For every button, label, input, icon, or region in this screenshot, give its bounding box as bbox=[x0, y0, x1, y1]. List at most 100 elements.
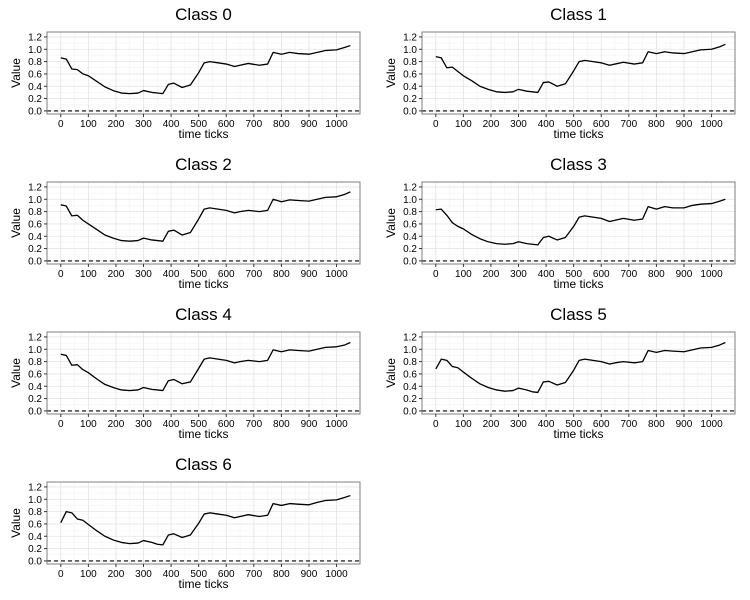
panel-title: Class 0 bbox=[175, 5, 232, 24]
y-tick-label: 1.0 bbox=[28, 195, 42, 206]
x-tick-label: 1000 bbox=[700, 419, 723, 430]
y-tick-label: 0.8 bbox=[403, 357, 417, 368]
series-line bbox=[435, 341, 726, 394]
chart-panel-0: Class 0 0.00.20.4 0.60.81.0 1.2 0 100 200 300 40… bbox=[9, 5, 361, 141]
x-tick-label: 500 bbox=[565, 269, 582, 280]
plot-background bbox=[47, 182, 360, 264]
y-tick-label: 0.0 bbox=[28, 106, 42, 117]
y-tick-label: 1.0 bbox=[403, 45, 417, 56]
x-tick-label: 1000 bbox=[325, 419, 348, 430]
y-tick-label: 1.0 bbox=[28, 45, 42, 56]
y-tick-label: 1.2 bbox=[28, 32, 42, 43]
y-tick-label: 0.0 bbox=[28, 406, 42, 417]
y-tick-label: 1.2 bbox=[403, 332, 417, 343]
panel-title: Class 2 bbox=[175, 155, 232, 174]
x-tick-label: 500 bbox=[190, 119, 207, 130]
y-tick-label: 0.2 bbox=[403, 244, 417, 255]
x-axis-label: time ticks bbox=[553, 127, 603, 141]
x-tick-label: 900 bbox=[676, 269, 693, 280]
x-tick-label: 500 bbox=[190, 269, 207, 280]
x-tick-label: 400 bbox=[538, 119, 555, 130]
x-tick-label: 300 bbox=[510, 119, 527, 130]
x-tick-label: 500 bbox=[565, 419, 582, 430]
plot-background bbox=[47, 32, 360, 114]
x-tick-label: 0 bbox=[58, 119, 64, 130]
x-tick-label: 1000 bbox=[325, 269, 348, 280]
y-tick-label: 0.8 bbox=[28, 57, 42, 68]
y-tick-label: 1.2 bbox=[28, 332, 42, 343]
x-axis-label: time ticks bbox=[178, 277, 228, 291]
x-tick-label: 200 bbox=[108, 419, 125, 430]
y-tick-label: 1.0 bbox=[403, 345, 417, 356]
y-tick-label: 1.2 bbox=[28, 482, 42, 493]
x-tick-label: 900 bbox=[676, 419, 693, 430]
y-tick-label: 0.0 bbox=[403, 406, 417, 417]
y-tick-label: 0.4 bbox=[28, 82, 42, 93]
x-tick-label: 0 bbox=[433, 269, 439, 280]
x-axis-label: time ticks bbox=[178, 127, 228, 141]
x-tick-label: 500 bbox=[565, 119, 582, 130]
x-tick-label: 600 bbox=[218, 269, 235, 280]
plot-background bbox=[422, 32, 735, 114]
y-tick-label: 0.4 bbox=[28, 532, 42, 543]
x-tick-label: 0 bbox=[58, 419, 64, 430]
y-tick-label: 0.2 bbox=[403, 94, 417, 105]
x-tick-label: 200 bbox=[108, 119, 125, 130]
y-tick-label: 0.8 bbox=[28, 357, 42, 368]
x-tick-label: 700 bbox=[245, 569, 262, 580]
x-tick-label: 500 bbox=[190, 569, 207, 580]
x-tick-label: 1000 bbox=[700, 269, 723, 280]
x-tick-label: 400 bbox=[538, 269, 555, 280]
x-tick-label: 600 bbox=[593, 119, 610, 130]
series-line bbox=[60, 191, 351, 242]
y-tick-label: 0.6 bbox=[28, 219, 42, 230]
y-tick-label: 0.2 bbox=[28, 394, 42, 405]
x-tick-label: 0 bbox=[58, 269, 64, 280]
x-axis-label: time ticks bbox=[178, 577, 228, 591]
y-tick-label: 0.6 bbox=[403, 369, 417, 380]
x-tick-label: 1000 bbox=[325, 569, 348, 580]
x-tick-label: 200 bbox=[483, 269, 500, 280]
chart-panel-2: Class 2 0.00.20.4 0.60.81.0 1.2 0 100 200 300 40… bbox=[9, 155, 361, 291]
x-tick-label: 800 bbox=[273, 119, 290, 130]
y-axis-label: Value bbox=[9, 208, 23, 238]
x-tick-label: 800 bbox=[648, 269, 665, 280]
panel-title: Class 6 bbox=[175, 455, 232, 474]
series-line bbox=[60, 494, 351, 546]
x-tick-label: 900 bbox=[676, 119, 693, 130]
panel-title: Class 3 bbox=[550, 155, 607, 174]
x-tick-label: 300 bbox=[135, 419, 152, 430]
x-tick-label: 600 bbox=[218, 119, 235, 130]
panel-title: Class 5 bbox=[550, 305, 607, 324]
x-axis-label: time ticks bbox=[553, 277, 603, 291]
x-tick-label: 800 bbox=[648, 419, 665, 430]
plot-background bbox=[47, 332, 360, 414]
series-line bbox=[435, 198, 726, 246]
x-tick-label: 600 bbox=[218, 569, 235, 580]
x-tick-label: 200 bbox=[108, 569, 125, 580]
x-tick-label: 800 bbox=[648, 119, 665, 130]
y-axis-label: Value bbox=[9, 58, 23, 88]
x-axis-label: time ticks bbox=[553, 427, 603, 441]
y-tick-label: 0.0 bbox=[403, 256, 417, 267]
x-tick-label: 200 bbox=[108, 269, 125, 280]
x-tick-label: 200 bbox=[483, 419, 500, 430]
y-tick-label: 1.0 bbox=[403, 195, 417, 206]
x-tick-label: 0 bbox=[433, 119, 439, 130]
series-line bbox=[60, 341, 351, 392]
x-tick-label: 600 bbox=[218, 419, 235, 430]
x-tick-label: 300 bbox=[135, 119, 152, 130]
y-tick-label: 0.2 bbox=[28, 94, 42, 105]
y-tick-label: 0.6 bbox=[28, 69, 42, 80]
x-tick-label: 300 bbox=[510, 419, 527, 430]
y-tick-label: 0.6 bbox=[28, 519, 42, 530]
panel-title: Class 4 bbox=[175, 305, 232, 324]
plot-background bbox=[422, 332, 735, 414]
x-tick-label: 700 bbox=[245, 419, 262, 430]
x-tick-label: 200 bbox=[483, 119, 500, 130]
x-tick-label: 300 bbox=[135, 569, 152, 580]
x-tick-label: 400 bbox=[163, 419, 180, 430]
x-tick-label: 600 bbox=[593, 419, 610, 430]
x-tick-label: 900 bbox=[301, 419, 318, 430]
